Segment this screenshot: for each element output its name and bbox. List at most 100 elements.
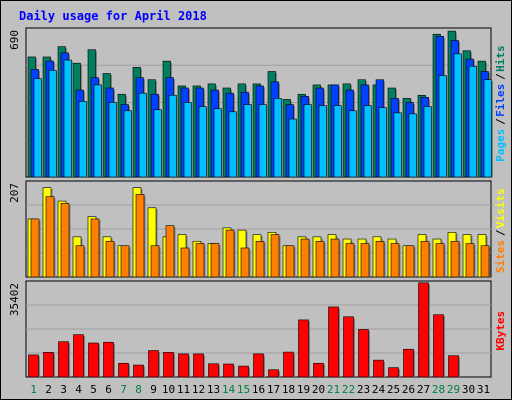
panel-top-axis-label-separator: / <box>494 73 507 80</box>
bar-sites-day-15 <box>240 247 250 278</box>
x-tick-label-day-12: 12 <box>192 383 205 396</box>
bar-sites-day-5 <box>90 218 100 278</box>
bar-pages-day-2 <box>48 70 57 178</box>
bar-kbytes-day-2 <box>43 352 54 378</box>
bar-kbytes-day-13 <box>208 363 219 378</box>
bar-sites-day-20 <box>315 240 325 278</box>
bar-pages-day-19 <box>303 104 312 178</box>
panel-middle-axis-label-sites: Sites <box>494 240 507 273</box>
bar-sites-day-2 <box>45 196 55 278</box>
bar-pages-day-29 <box>453 53 462 178</box>
bar-pages-day-24 <box>378 107 387 178</box>
panel-bottom-max-label: 35402 <box>8 283 21 316</box>
x-tick-label-day-2: 2 <box>45 383 52 396</box>
bar-pages-day-3 <box>63 59 72 178</box>
bar-kbytes-day-19 <box>298 319 309 378</box>
x-tick-label-day-11: 11 <box>177 383 190 396</box>
bar-pages-day-7 <box>123 110 132 178</box>
x-tick-label-day-31: 31 <box>477 383 490 396</box>
x-tick-label-day-14: 14 <box>222 383 236 396</box>
bar-sites-day-8 <box>135 194 145 278</box>
bar-kbytes-day-15 <box>238 365 249 378</box>
bar-sites-day-19 <box>300 238 310 278</box>
x-tick-label-day-25: 25 <box>387 383 400 396</box>
bar-sites-day-13 <box>210 243 220 278</box>
bar-sites-day-6 <box>105 240 115 278</box>
bar-pages-day-17 <box>273 98 282 178</box>
bar-sites-day-27 <box>420 240 430 278</box>
x-tick-label-day-24: 24 <box>372 383 386 396</box>
x-tick-label-day-28: 28 <box>432 383 445 396</box>
bar-pages-day-23 <box>363 105 372 178</box>
bar-pages-day-14 <box>228 111 237 178</box>
panel-middle-axis-label-separator: / <box>494 229 507 236</box>
bar-kbytes-day-27 <box>418 282 429 378</box>
bar-kbytes-day-10 <box>163 352 174 378</box>
x-tick-label-day-15: 15 <box>237 383 250 396</box>
bar-sites-day-4 <box>75 245 85 278</box>
x-tick-label-day-29: 29 <box>447 383 460 396</box>
bar-pages-day-28 <box>438 75 447 178</box>
bar-kbytes-day-6 <box>103 341 114 378</box>
panel-top-axis-label-pages: Pages <box>494 129 507 162</box>
x-tick-label-day-5: 5 <box>90 383 97 396</box>
panel-top-axis-label-separator: / <box>494 118 507 125</box>
panel-bottom-axis-label-kbytes: KBytes <box>494 311 507 351</box>
x-tick-label-day-6: 6 <box>105 383 112 396</box>
bar-kbytes-day-12 <box>193 353 204 378</box>
bar-pages-day-8 <box>138 92 147 178</box>
panel-top-max-label: 690 <box>8 30 21 50</box>
bar-kbytes-day-26 <box>403 348 414 378</box>
bar-kbytes-day-3 <box>58 341 69 378</box>
bar-pages-day-9 <box>153 109 162 178</box>
x-tick-label-day-9: 9 <box>150 383 157 396</box>
x-tick-label-day-17: 17 <box>267 383 280 396</box>
bar-kbytes-day-20 <box>313 362 324 378</box>
bar-sites-day-17 <box>270 234 280 278</box>
bar-kbytes-day-11 <box>178 353 189 378</box>
bar-sites-day-28 <box>435 243 445 278</box>
bar-pages-day-10 <box>168 94 177 178</box>
x-tick-label-day-20: 20 <box>312 383 325 396</box>
bar-kbytes-day-18 <box>283 351 294 378</box>
x-tick-label-day-30: 30 <box>462 383 475 396</box>
bar-kbytes-day-28 <box>433 314 444 378</box>
panel-middle-axis-label-visits: Visits <box>494 188 507 228</box>
bar-pages-day-5 <box>93 84 102 178</box>
bar-sites-day-10 <box>165 225 175 278</box>
bar-sites-day-11 <box>180 247 190 278</box>
bar-sites-day-18 <box>285 245 295 278</box>
bar-pages-day-4 <box>78 101 87 178</box>
bar-sites-day-29 <box>450 240 460 278</box>
bar-pages-day-21 <box>333 105 342 178</box>
bar-pages-day-15 <box>243 104 252 178</box>
bar-pages-day-11 <box>183 102 192 178</box>
bar-sites-day-26 <box>405 245 415 278</box>
bar-sites-day-7 <box>120 245 130 278</box>
bar-kbytes-day-17 <box>268 369 279 378</box>
bar-pages-day-12 <box>198 106 207 178</box>
bar-kbytes-day-8 <box>133 364 144 378</box>
bar-sites-day-23 <box>360 243 370 278</box>
bar-sites-day-16 <box>255 240 265 278</box>
bar-sites-day-14 <box>225 229 235 278</box>
bar-pages-day-20 <box>318 105 327 178</box>
bar-pages-day-25 <box>393 112 402 178</box>
x-tick-label-day-23: 23 <box>357 383 370 396</box>
bar-kbytes-day-16 <box>253 353 264 378</box>
bar-pages-day-26 <box>408 113 417 178</box>
bar-pages-day-30 <box>468 65 477 178</box>
bar-kbytes-day-7 <box>118 362 129 378</box>
bar-kbytes-day-23 <box>358 329 369 378</box>
x-tick-label-day-19: 19 <box>297 383 310 396</box>
bar-kbytes-day-4 <box>73 334 84 378</box>
x-tick-label-day-16: 16 <box>252 383 265 396</box>
x-tick-label-day-7: 7 <box>120 383 127 396</box>
bar-kbytes-day-25 <box>388 367 399 378</box>
x-tick-label-day-26: 26 <box>402 383 415 396</box>
bar-sites-day-22 <box>345 243 355 278</box>
x-tick-label-day-27: 27 <box>417 383 430 396</box>
x-tick-label-day-8: 8 <box>135 383 142 396</box>
bar-pages-day-1 <box>33 78 42 178</box>
